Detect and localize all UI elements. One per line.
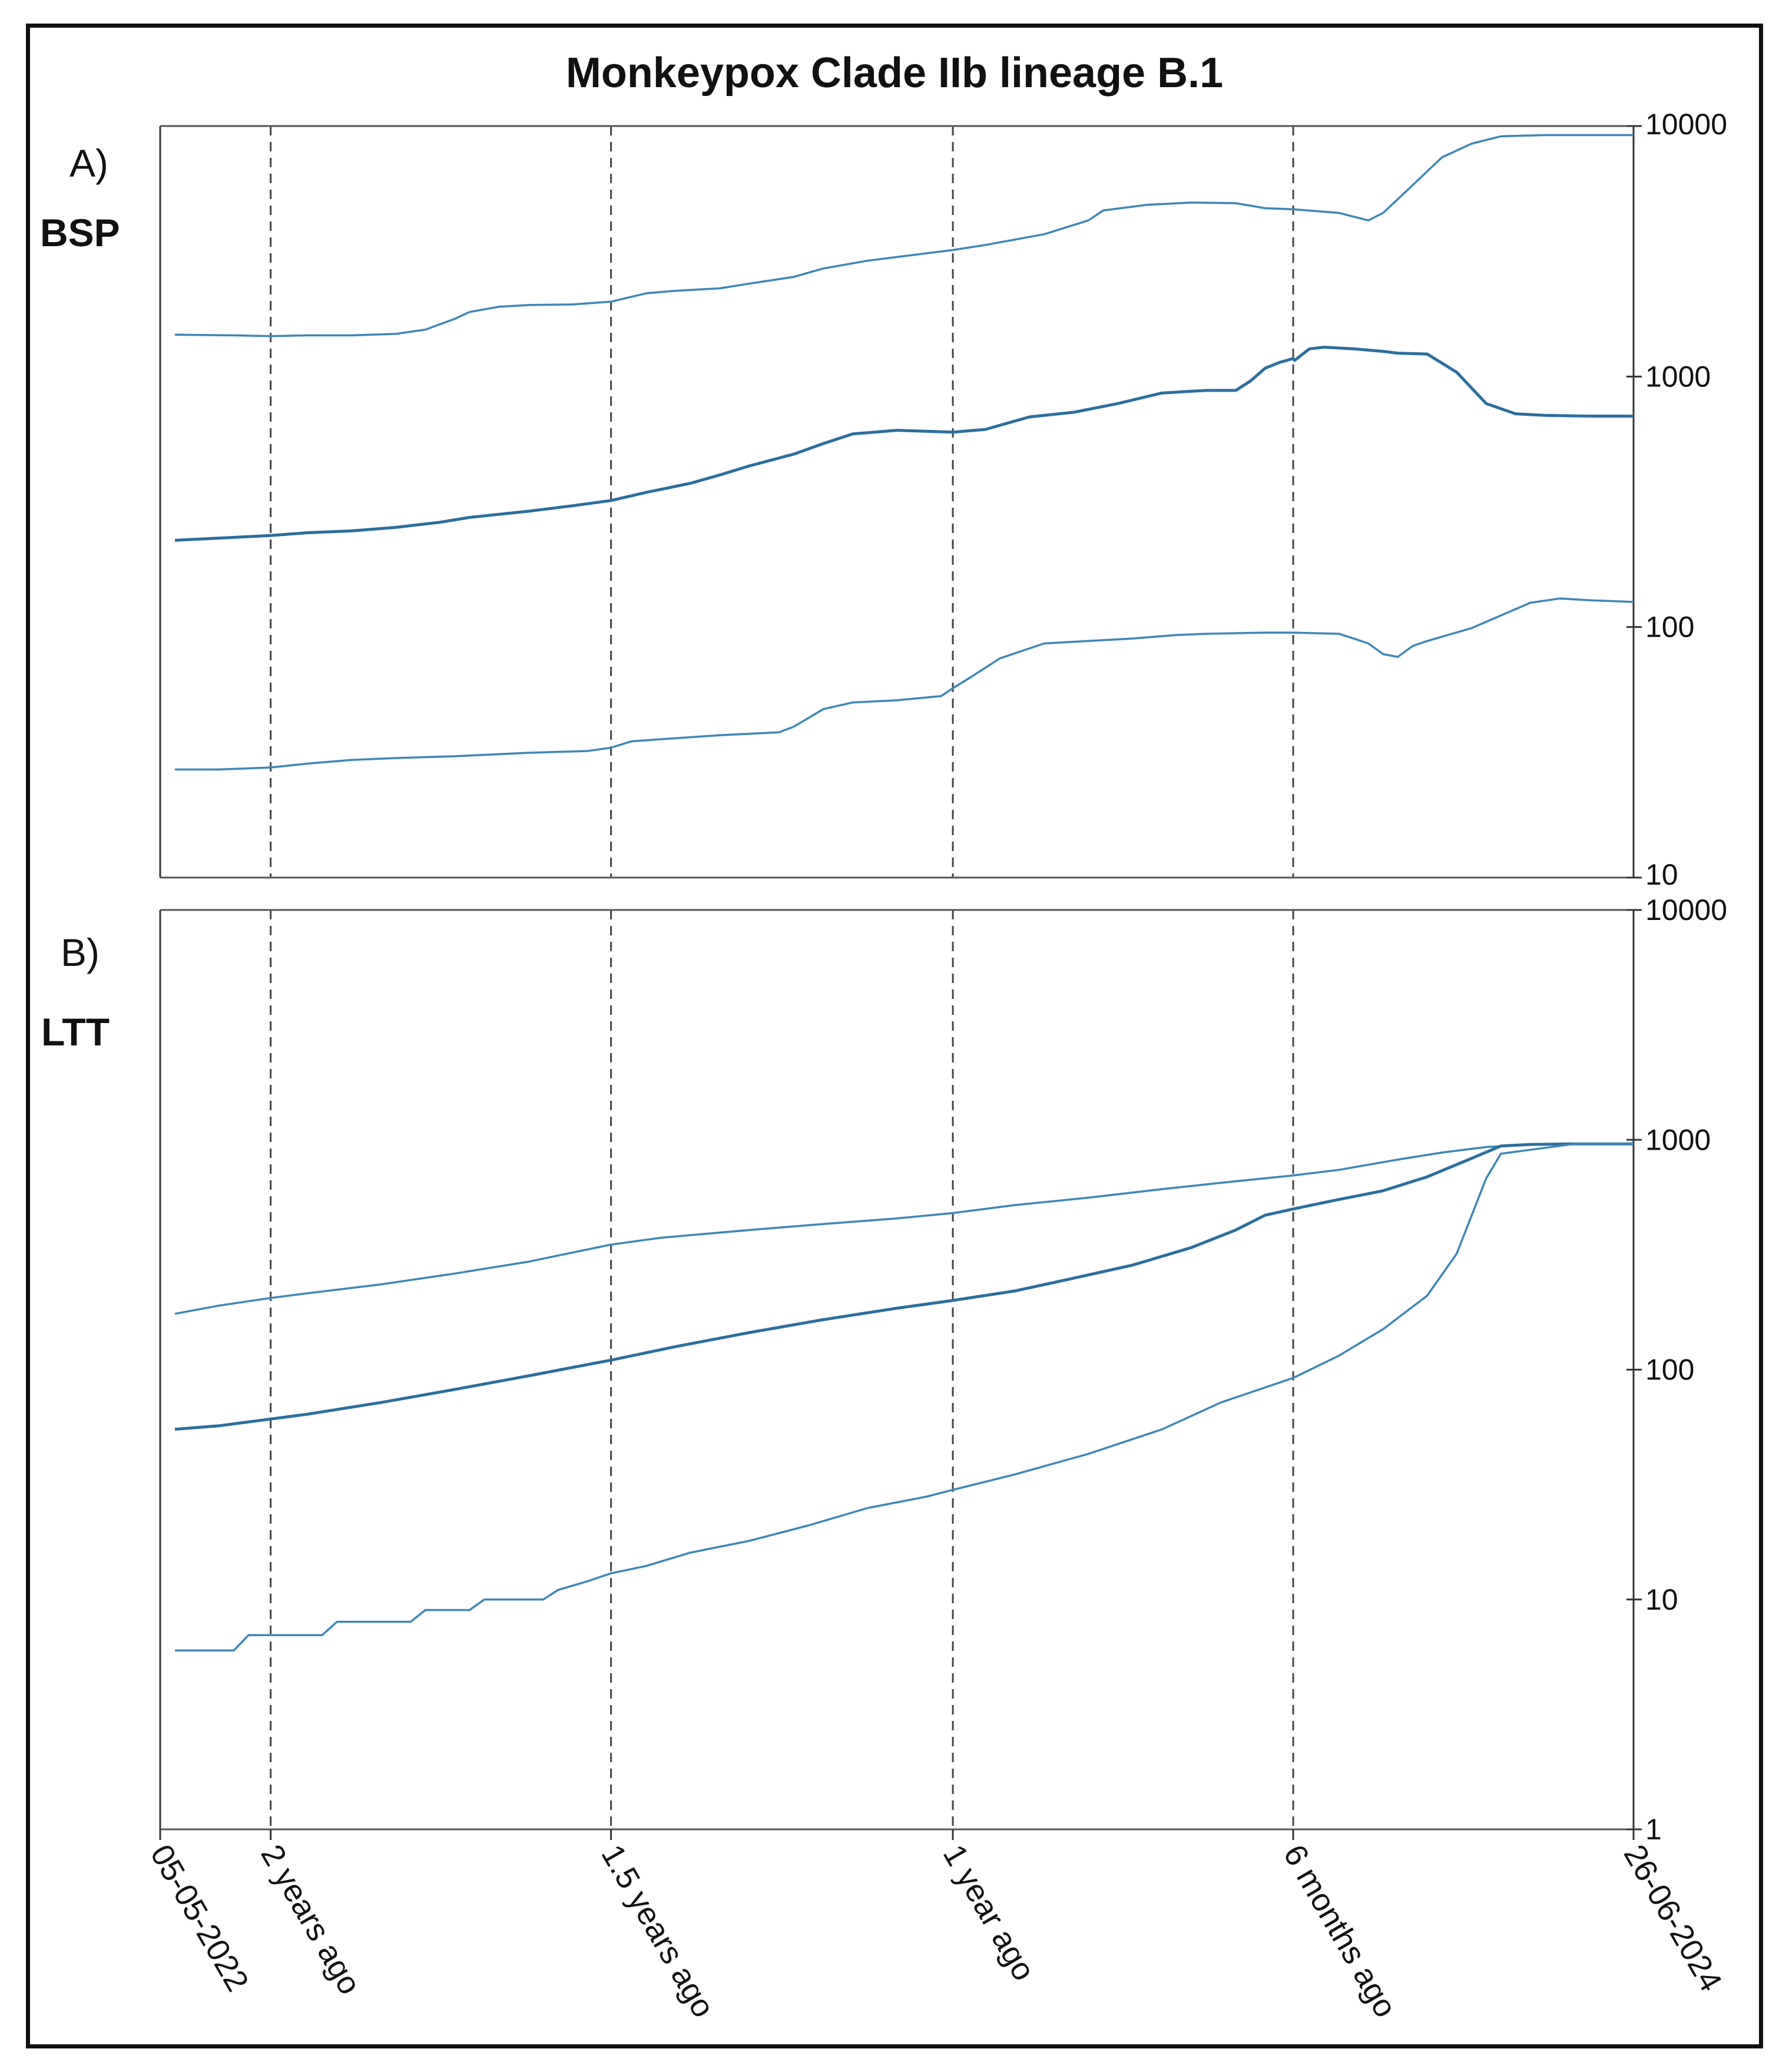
panel-a-axes: 10000 1000 100 10 <box>159 108 1727 891</box>
panel-b-ytick-label: 100 <box>1645 1353 1694 1386</box>
panel-b-letter: B) <box>61 931 100 974</box>
panel-a-ytick-label: 10000 <box>1645 108 1727 141</box>
x-tick-label: 26-06-2024 <box>1617 1839 1729 1997</box>
panel-a-letter: A) <box>69 141 108 185</box>
x-tick-label: 1.5 years ago <box>594 1839 721 2023</box>
x-tick-label: 2 years ago <box>254 1839 367 2000</box>
panel-b-ytick-label: 10000 <box>1645 893 1727 926</box>
x-tick-label: 1 year ago <box>936 1839 1042 1987</box>
panel-a-ytick-label: 10 <box>1645 858 1678 891</box>
panel-b-axes: 10000 1000 100 10 1 <box>159 893 1727 1846</box>
panel-a-ytick-label: 1000 <box>1645 360 1711 393</box>
panel-b-grid <box>159 910 1635 1829</box>
panel-b-ytick-label: 1 <box>1645 1813 1662 1846</box>
x-tick-label: 05-05-2022 <box>144 1839 256 1997</box>
panel-a-grid <box>159 126 1635 878</box>
panel-b-series <box>174 1142 1634 1652</box>
panel-a-series-line-3 <box>175 597 1634 771</box>
panel-a-series-line-2 <box>174 346 1634 542</box>
panel-b-name: LTT <box>41 1010 110 1054</box>
panel-b-series-line-1 <box>174 1143 1634 1315</box>
panel-a-ytick-label: 100 <box>1645 611 1694 644</box>
panel-a-series <box>174 134 1634 771</box>
panel-b-ytick-label: 1000 <box>1645 1123 1711 1156</box>
panel-b-series-line-3 <box>175 1143 1634 1652</box>
panel-b-series-line-2 <box>174 1142 1634 1431</box>
panel-a-name: BSP <box>40 211 120 254</box>
chart-title: Monkeypox Clade IIb lineage B.1 <box>566 49 1223 97</box>
figure-frame <box>26 24 1763 2048</box>
panel-b-ytick-label: 10 <box>1645 1583 1678 1616</box>
panel-a-series-line-1 <box>174 134 1634 337</box>
x-tick-label: 6 months ago <box>1277 1839 1404 2023</box>
